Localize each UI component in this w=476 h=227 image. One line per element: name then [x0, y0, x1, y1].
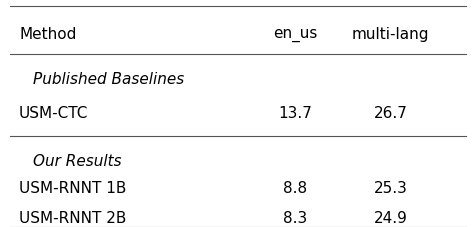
Text: Published Baselines: Published Baselines — [33, 72, 185, 87]
Text: en_us: en_us — [273, 27, 317, 42]
Text: USM-RNNT 2B: USM-RNNT 2B — [19, 210, 127, 225]
Text: 8.8: 8.8 — [283, 180, 307, 195]
Text: 13.7: 13.7 — [278, 106, 312, 121]
Text: USM-CTC: USM-CTC — [19, 106, 89, 121]
Text: 24.9: 24.9 — [373, 210, 407, 225]
Text: Method: Method — [19, 27, 77, 42]
Text: 25.3: 25.3 — [373, 180, 407, 195]
Text: USM-RNNT 1B: USM-RNNT 1B — [19, 180, 127, 195]
Text: 26.7: 26.7 — [373, 106, 407, 121]
Text: 8.3: 8.3 — [283, 210, 307, 225]
Text: Our Results: Our Results — [33, 153, 122, 168]
Text: multi-lang: multi-lang — [352, 27, 429, 42]
